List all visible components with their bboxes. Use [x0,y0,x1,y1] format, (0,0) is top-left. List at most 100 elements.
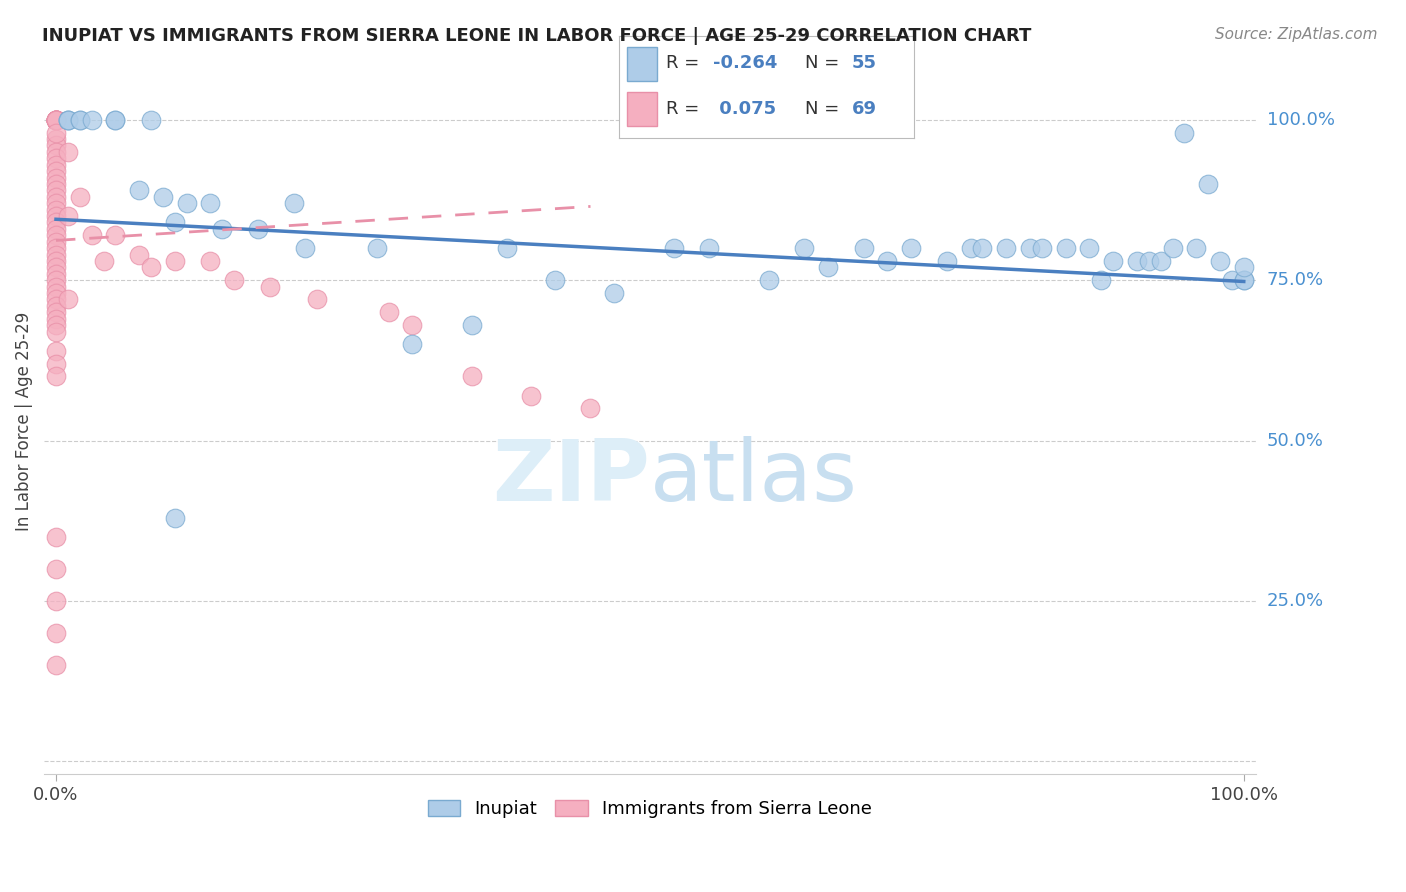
Point [1233,273,1256,287]
Point [128,183,150,197]
Point [401,337,423,351]
Point [69,112,91,127]
Point [1185,241,1208,255]
Text: N =: N = [804,100,845,118]
Point [45,177,67,191]
Point [163,254,186,268]
Point [56,145,79,159]
Point [579,401,602,416]
Point [959,241,981,255]
Text: 75.0%: 75.0% [1267,271,1324,289]
Point [224,273,246,287]
Point [45,196,67,211]
Text: R =: R = [666,54,704,72]
Point [80,112,103,127]
Point [45,279,67,293]
Point [294,241,316,255]
Point [45,112,67,127]
Point [45,145,67,159]
Point [817,260,839,275]
Point [45,170,67,185]
Point [45,299,67,313]
Bar [627,92,657,126]
Point [45,343,67,358]
Point [152,190,174,204]
Point [377,305,399,319]
Point [45,254,67,268]
Point [283,196,305,211]
Point [45,190,67,204]
Point [56,112,79,127]
Point [45,202,67,217]
Point [45,138,67,153]
Point [45,215,67,229]
Point [45,325,67,339]
Y-axis label: In Labor Force | Age 25-29: In Labor Force | Age 25-29 [15,311,32,531]
Point [45,228,67,243]
Text: 50.0%: 50.0% [1267,432,1323,450]
Point [80,228,103,243]
Point [697,241,720,255]
Point [1078,241,1101,255]
Point [163,215,186,229]
Point [45,183,67,197]
Text: 0.075: 0.075 [713,100,776,118]
Point [935,254,957,268]
Point [56,293,79,307]
Point [45,626,67,640]
Point [45,357,67,371]
Point [307,293,329,307]
Point [45,658,67,673]
Point [246,222,269,236]
Point [176,196,198,211]
Point [852,241,875,255]
Point [1209,254,1232,268]
Point [45,112,67,127]
Point [45,247,67,261]
Point [259,279,281,293]
Point [104,112,127,127]
Point [876,254,898,268]
Point [45,562,67,576]
Legend: Inupiat, Immigrants from Sierra Leone: Inupiat, Immigrants from Sierra Leone [420,792,879,825]
Point [972,241,994,255]
Point [401,318,423,332]
Point [1197,177,1219,191]
Point [139,260,162,275]
Point [496,241,519,255]
Point [211,222,233,236]
Point [45,273,67,287]
Point [45,126,67,140]
Point [104,112,127,127]
Point [45,235,67,249]
Point [460,318,482,332]
Point [662,241,685,255]
Point [45,293,67,307]
Point [520,389,543,403]
Point [93,254,115,268]
Point [45,241,67,255]
Point [69,190,91,204]
Point [45,369,67,384]
Point [544,273,567,287]
Point [1233,273,1256,287]
Point [1102,254,1125,268]
Point [128,247,150,261]
Point [1054,241,1077,255]
Point [45,594,67,608]
Text: R =: R = [666,100,704,118]
Point [1031,241,1053,255]
Point [1090,273,1112,287]
Point [45,132,67,146]
Point [45,267,67,281]
Point [104,228,127,243]
Point [139,112,162,127]
Point [45,260,67,275]
Point [45,311,67,326]
Point [45,112,67,127]
Point [758,273,780,287]
Point [200,196,222,211]
Point [366,241,388,255]
Point [45,305,67,319]
Point [1126,254,1149,268]
